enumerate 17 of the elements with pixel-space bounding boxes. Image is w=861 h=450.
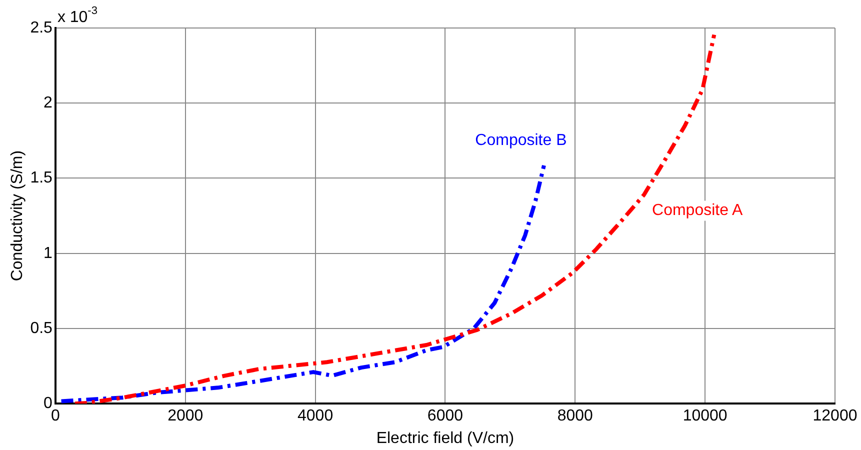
line-series	[59, 163, 546, 404]
x-tick-label: 10000	[682, 408, 728, 425]
y-tick-label: 0	[44, 395, 53, 412]
y-axis-title: Conductivity (S/m)	[9, 150, 26, 282]
series-label: Composite B	[475, 132, 567, 149]
y-tick-label: 2.5	[30, 19, 53, 36]
y-tick-label: 2	[44, 94, 53, 112]
x-tick-label: 4000	[298, 408, 334, 425]
y-tick-label: 0.5	[30, 320, 53, 337]
y-tick-label: 1.5	[30, 170, 53, 187]
x-tick-label: 6000	[427, 408, 464, 425]
x-tick-label: 2000	[168, 408, 204, 425]
y-tick-label: 1	[44, 244, 53, 262]
series-label: Composite A	[652, 202, 744, 220]
x-axis-title: Electric field (V/cm)	[376, 430, 514, 447]
x-tick-label: 12000	[812, 408, 858, 425]
x-tick-label: 8000	[557, 408, 594, 425]
